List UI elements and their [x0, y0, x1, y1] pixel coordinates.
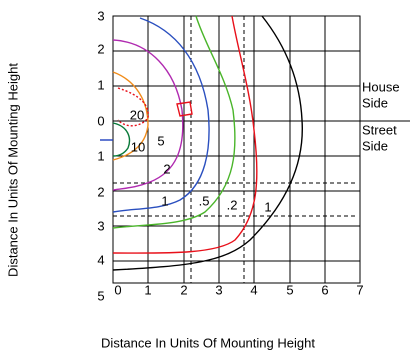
y-tick-label: 0 — [97, 113, 104, 128]
x-tick-label: 2 — [180, 282, 187, 297]
contour — [112, 71, 149, 161]
y-tick-label: 2 — [97, 41, 104, 56]
grid — [100, 15, 410, 284]
contour-label: 10 — [131, 139, 145, 154]
contour — [112, 15, 258, 254]
x-tick-label: 0 — [114, 282, 121, 297]
y-tick-label: 1 — [97, 148, 104, 163]
contour-label: 1 — [264, 199, 271, 214]
y-tick-label: 4 — [97, 252, 104, 267]
y-tick-label: 3 — [97, 8, 104, 23]
contour — [117, 87, 149, 127]
contour — [176, 101, 193, 117]
contour-label: 20 — [130, 107, 144, 122]
contour-label: .5 — [199, 193, 210, 208]
labels: 0 1 2 3 4 5 6 7 3 2 1 0 1 2 3 4 5 Distan… — [5, 8, 399, 350]
contour-label: 5 — [157, 133, 164, 148]
plot-frame — [112, 15, 361, 284]
contour-label: 1 — [161, 193, 168, 208]
contour — [112, 15, 236, 229]
contour-label: 2 — [163, 161, 170, 176]
x-tick-label: 5 — [286, 282, 293, 297]
contour — [112, 122, 131, 157]
side-label: Side — [362, 95, 388, 110]
y-axis-title: Distance In Units Of Mounting Height — [5, 63, 20, 277]
y-tick-label: 2 — [97, 184, 104, 199]
contour — [112, 15, 303, 271]
side-label: Side — [362, 138, 388, 153]
side-label: Street — [362, 122, 397, 137]
contour — [112, 39, 184, 191]
x-tick-label: 4 — [250, 282, 257, 297]
contours — [112, 15, 303, 271]
y-tick-label: 1 — [97, 77, 104, 92]
y-tick-label: 3 — [97, 218, 104, 233]
x-axis-title: Distance In Units Of Mounting Height — [101, 335, 315, 350]
y-tick-label: 5 — [97, 288, 104, 303]
side-label: House — [362, 79, 400, 94]
x-tick-label: 7 — [356, 282, 363, 297]
x-tick-label: 1 — [144, 282, 151, 297]
x-tick-label: 3 — [215, 282, 222, 297]
x-tick-label: 6 — [321, 282, 328, 297]
contour — [112, 17, 210, 213]
contour-label: .2 — [227, 197, 238, 212]
